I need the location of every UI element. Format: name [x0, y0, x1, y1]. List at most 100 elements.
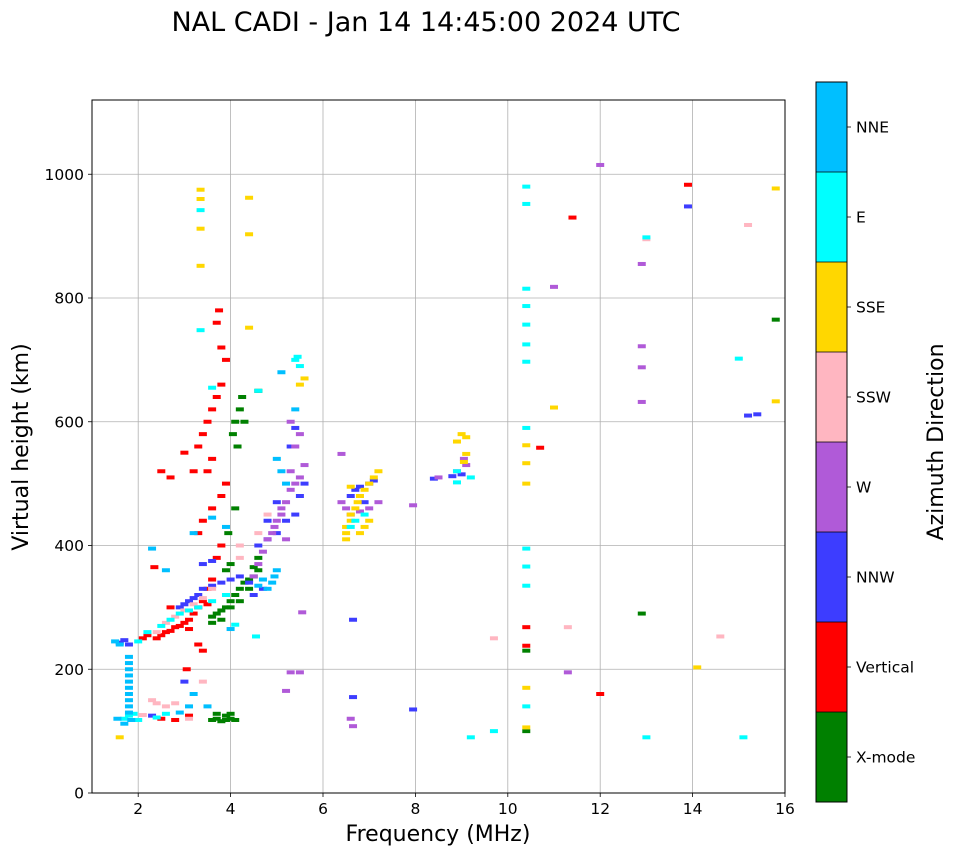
data-point	[189, 469, 198, 474]
data-point	[226, 599, 235, 604]
data-point	[235, 574, 244, 579]
x-tick-label: 12	[590, 800, 610, 818]
data-point	[221, 524, 230, 529]
data-point	[286, 419, 295, 424]
data-point	[157, 623, 166, 628]
data-point	[185, 599, 194, 604]
data-point	[448, 474, 457, 479]
data-point	[115, 735, 124, 740]
data-point	[208, 456, 217, 461]
data-point	[642, 735, 651, 740]
colorbar-swatch	[816, 352, 847, 442]
data-point	[489, 729, 498, 734]
colorbar-swatch	[816, 712, 847, 802]
data-point	[286, 487, 295, 492]
colorbar-swatch	[816, 622, 847, 712]
data-point	[716, 634, 725, 639]
data-point	[693, 665, 702, 670]
data-point	[138, 713, 147, 718]
data-point	[342, 537, 351, 542]
data-point	[203, 419, 212, 424]
colorbar-label-ssw: SSW	[856, 389, 891, 407]
data-point	[268, 580, 277, 585]
data-point	[134, 717, 143, 722]
data-point	[231, 622, 240, 627]
data-point	[522, 461, 531, 466]
data-point	[249, 574, 258, 579]
data-point	[111, 639, 120, 644]
data-point	[466, 735, 475, 740]
data-point	[120, 716, 129, 721]
data-point	[346, 512, 355, 517]
data-point	[166, 628, 175, 633]
data-point	[217, 719, 226, 724]
data-point	[161, 630, 170, 635]
data-point	[215, 308, 224, 313]
data-point	[346, 494, 355, 498]
data-point	[115, 642, 124, 647]
data-point	[295, 670, 304, 675]
data-point	[536, 445, 545, 450]
data-point	[291, 425, 300, 430]
data-point	[349, 695, 358, 700]
data-point	[161, 711, 170, 716]
data-point	[228, 432, 237, 437]
data-point	[221, 605, 230, 610]
data-point	[152, 701, 161, 706]
data-point	[550, 284, 558, 289]
data-point	[189, 602, 198, 607]
data-point	[180, 620, 189, 625]
data-point	[245, 195, 254, 200]
data-point	[298, 610, 307, 615]
data-point	[124, 713, 133, 718]
data-point	[346, 484, 355, 489]
data-point	[734, 356, 743, 361]
data-point	[596, 162, 605, 167]
data-points	[111, 162, 780, 740]
data-point	[175, 605, 184, 610]
data-point	[189, 692, 198, 696]
data-point	[522, 729, 531, 734]
data-point	[208, 620, 217, 625]
data-point	[263, 512, 272, 517]
data-point	[300, 481, 309, 486]
data-point	[231, 717, 240, 722]
data-point	[462, 435, 471, 440]
data-point	[180, 679, 189, 684]
colorbar: X-mode Vertical NNW W SSW SSE E NNE	[815, 81, 915, 803]
colorbar-label-nnw: NNW	[856, 569, 895, 587]
data-point	[522, 481, 531, 486]
data-point	[374, 469, 383, 474]
data-point	[124, 673, 133, 678]
data-point	[252, 634, 261, 639]
data-point	[217, 382, 226, 387]
plot-frame	[91, 99, 786, 794]
data-point	[175, 623, 184, 628]
series-nne	[111, 370, 300, 726]
data-point	[282, 500, 291, 505]
data-point	[194, 605, 203, 610]
data-point	[212, 395, 221, 399]
data-point	[157, 633, 166, 638]
data-point	[295, 364, 304, 369]
data-point	[198, 596, 207, 601]
data-point	[349, 724, 358, 729]
data-point	[291, 444, 300, 449]
data-point	[180, 450, 189, 455]
series-nnw	[115, 204, 762, 718]
data-point	[272, 456, 281, 461]
data-point	[295, 475, 304, 480]
y-tick-label: 400	[54, 537, 84, 555]
data-point	[150, 565, 159, 570]
data-point	[143, 633, 152, 638]
data-point	[522, 583, 531, 588]
data-point	[286, 444, 295, 449]
data-point	[208, 586, 217, 591]
x-tick-label: 2	[133, 800, 143, 818]
data-point	[212, 611, 221, 616]
data-point	[221, 713, 230, 718]
data-point	[568, 215, 577, 220]
data-point	[217, 580, 226, 585]
data-point	[217, 608, 226, 613]
data-point	[161, 704, 170, 709]
